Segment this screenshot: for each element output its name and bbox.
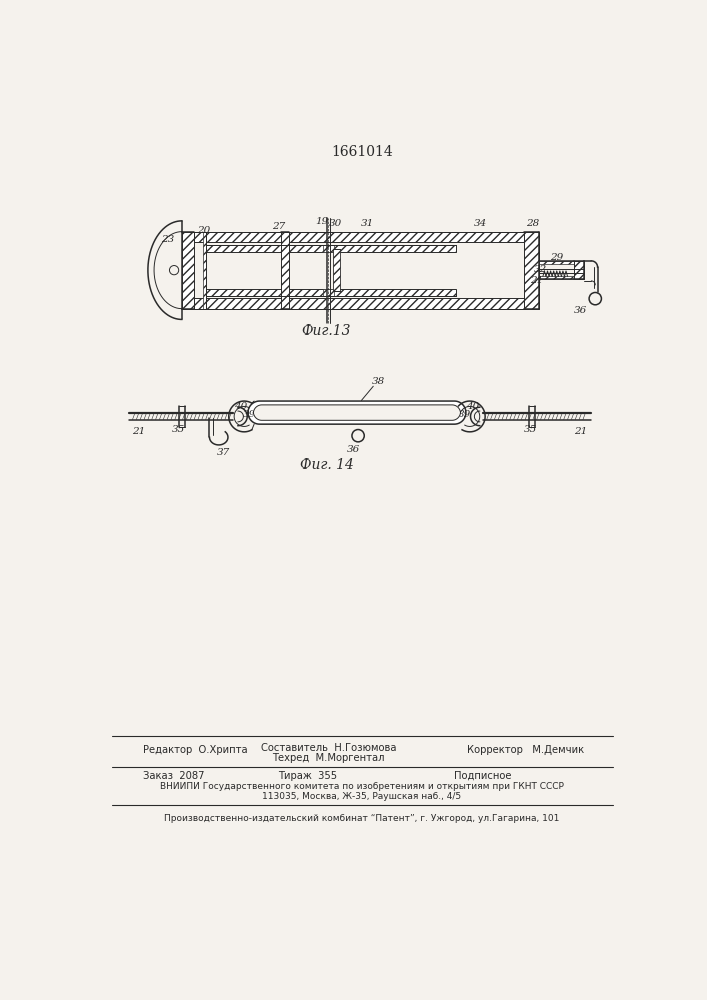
Text: 36: 36: [574, 306, 588, 315]
Text: 1661014: 1661014: [331, 145, 393, 159]
Text: Корректор   М.Демчик: Корректор М.Демчик: [467, 745, 584, 755]
Text: 34: 34: [474, 219, 487, 228]
Text: 21: 21: [574, 427, 588, 436]
Bar: [259, 420, 455, 424]
Text: 35: 35: [172, 425, 185, 434]
Polygon shape: [248, 401, 466, 424]
Text: 35: 35: [524, 425, 537, 434]
Text: Фиг.13: Фиг.13: [301, 324, 351, 338]
Bar: [334, 249, 339, 291]
Bar: [194, 232, 524, 242]
Text: Заказ  2087: Заказ 2087: [143, 771, 204, 781]
Text: 30: 30: [328, 219, 341, 228]
Text: Техред  М.Моргентал: Техред М.Моргентал: [273, 753, 385, 763]
Text: 29: 29: [550, 253, 563, 262]
Bar: [322, 289, 334, 296]
Text: 23: 23: [161, 235, 175, 244]
Text: Составитель  Н.Гозюмова: Составитель Н.Гозюмова: [261, 743, 397, 753]
Text: 21: 21: [530, 276, 544, 285]
Text: Подписное: Подписное: [454, 771, 512, 781]
Bar: [182, 232, 194, 309]
Text: ВНИИПИ Государственного комитета по изобретениям и открытиям при ГКНТ СССР: ВНИИПИ Государственного комитета по изоб…: [160, 782, 564, 791]
Bar: [524, 232, 539, 309]
Text: 31: 31: [361, 219, 374, 228]
Bar: [539, 261, 573, 264]
Bar: [206, 289, 456, 296]
Text: 113035, Москва, Ж-35, Раушская наб., 4/5: 113035, Москва, Ж-35, Раушская наб., 4/5: [262, 792, 462, 801]
Bar: [194, 298, 524, 309]
Bar: [203, 232, 206, 309]
Text: 21: 21: [132, 427, 145, 436]
Text: Тираж  355: Тираж 355: [279, 771, 338, 781]
Bar: [573, 261, 585, 279]
Bar: [322, 245, 334, 252]
Text: Производственно-издательский комбинат “Патент”, г. Ужгород, ул.Гагарина, 101: Производственно-издательский комбинат “П…: [164, 814, 560, 823]
Text: Фиг. 14: Фиг. 14: [300, 458, 354, 472]
Text: 19: 19: [315, 217, 329, 226]
Text: 40: 40: [466, 402, 479, 411]
Bar: [281, 232, 288, 309]
Polygon shape: [253, 405, 460, 420]
Text: 28: 28: [526, 219, 539, 228]
Text: 38: 38: [371, 377, 385, 386]
Text: 27: 27: [272, 222, 286, 231]
Text: 37: 37: [217, 448, 230, 457]
Text: 39: 39: [457, 410, 471, 419]
Text: 20: 20: [197, 226, 211, 235]
Text: Редактор  О.Хрипта: Редактор О.Хрипта: [143, 745, 247, 755]
Text: 39: 39: [243, 410, 256, 419]
Text: 36: 36: [347, 445, 360, 454]
Bar: [539, 276, 573, 279]
Bar: [206, 245, 456, 252]
Text: 32: 32: [534, 265, 547, 274]
Bar: [259, 401, 455, 406]
Text: 40: 40: [235, 402, 247, 411]
